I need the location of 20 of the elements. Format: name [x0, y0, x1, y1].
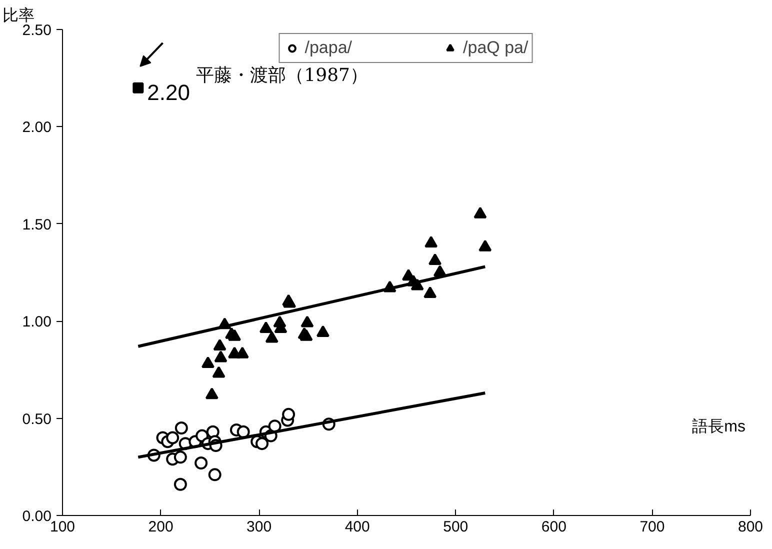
x-tick-label: 400 [344, 518, 370, 536]
x-axis-title: 語長ms [692, 418, 746, 436]
x-tick-label: 200 [148, 518, 174, 536]
data-label: 2.20 [147, 80, 190, 105]
y-tick-label: 2.00 [22, 119, 52, 136]
y-tick-label: 0.00 [22, 508, 52, 525]
x-tick-label: 700 [640, 518, 665, 536]
legend-label: /papa/ [304, 38, 352, 58]
x-tick-label: 100 [50, 518, 76, 536]
x-tick-label: 300 [246, 518, 272, 536]
y-tick-label: 2.50 [22, 22, 52, 39]
y-tick-label: 1.00 [22, 314, 52, 331]
y-axis-title: 比率 [2, 6, 34, 24]
x-tick-label: 800 [738, 518, 764, 536]
x-tick-label: 500 [443, 518, 468, 536]
x-tick-label: 600 [541, 518, 566, 536]
y-tick-label: 1.50 [22, 216, 52, 234]
annotation: 平藤・渡部（1987） [196, 64, 368, 86]
y-tick-label: 0.50 [22, 410, 52, 428]
legend-label: /paQ pa/ [463, 38, 528, 58]
